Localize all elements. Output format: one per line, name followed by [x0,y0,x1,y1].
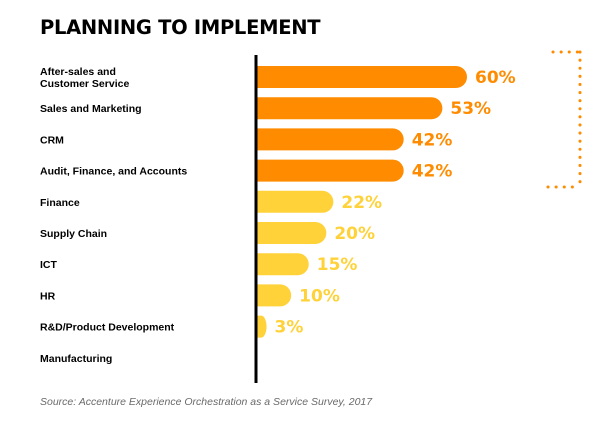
category-label: Finance [40,197,80,209]
category-label: Sales and Marketing [40,103,142,115]
bar [256,284,292,307]
value-label: 60% [475,68,516,88]
value-label: 22% [341,193,382,213]
bar [256,253,309,276]
source-note: Source: Accenture Experience Orchestrati… [40,396,373,408]
bar [256,66,467,88]
category-label: After-sales and Customer Service [40,66,129,90]
bar [256,97,443,120]
bar [256,315,267,338]
category-label: R&D/Product Development [40,322,175,334]
chart-title: PLANNING TO IMPLEMENT [40,16,321,39]
category-label: HR [40,290,56,302]
value-label: 42% [412,130,453,150]
value-label: 53% [450,99,491,119]
bar [256,190,334,213]
category-label: CRM [40,134,64,146]
value-label: 10% [299,286,340,306]
bar [256,222,327,244]
value-label: 3% [275,318,304,338]
category-label: ICT [40,259,58,271]
value-label: 15% [317,255,358,275]
category-label: Supply Chain [40,228,107,240]
category-label: Manufacturing [40,353,112,365]
bar [256,159,404,182]
category-label: Audit, Finance, and Accounts [40,166,187,178]
value-label: 20% [334,224,375,244]
value-label: 42% [412,162,453,182]
bar [256,128,404,151]
